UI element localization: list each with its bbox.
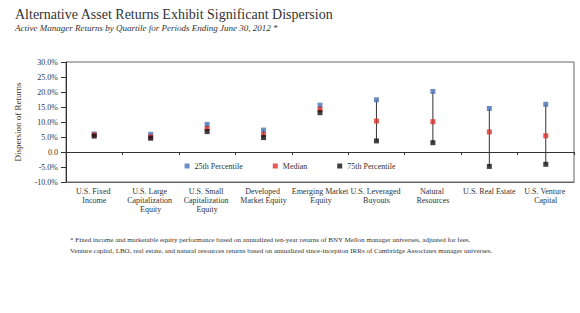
svg-text:0.0: 0.0 [48,148,58,157]
svg-text:Venture capital, LBO, real est: Venture capital, LBO, real estate, and n… [70,247,492,255]
svg-text:U.S. Leveraged: U.S. Leveraged [350,187,402,196]
svg-text:20.0%: 20.0% [37,88,58,97]
svg-text:U.S. Venture: U.S. Venture [524,187,567,196]
svg-text:Dispersion of Returns: Dispersion of Returns [13,82,23,161]
svg-text:Median: Median [283,162,307,171]
svg-text:10.0%: 10.0% [37,118,58,127]
svg-text:15.0%: 15.0% [37,103,58,112]
svg-text:Natural: Natural [420,187,446,196]
svg-text:Resources: Resources [416,196,449,205]
svg-text:Equity: Equity [308,196,331,205]
svg-text:Developed: Developed [245,187,282,196]
svg-text:U.S. Small: U.S. Small [189,187,226,196]
svg-text:75th Percentile: 75th Percentile [347,162,396,171]
svg-text:U.S. Real Estate: U.S. Real Estate [463,187,516,196]
svg-text:-5.0%: -5.0% [39,163,59,172]
svg-text:Equity: Equity [196,205,217,214]
svg-text:25th Percentile: 25th Percentile [195,162,244,171]
svg-text:Emerging Market: Emerging Market [292,187,349,196]
svg-text:5.0%: 5.0% [41,133,58,142]
svg-text:Alternative Asset Returns Exhi: Alternative Asset Returns Exhibit Signif… [15,7,333,22]
svg-text:U.S. Fixed: U.S. Fixed [76,187,112,196]
svg-text:Buyouts: Buyouts [363,196,390,205]
svg-text:Income: Income [82,196,106,205]
svg-text:30.0%: 30.0% [37,58,58,67]
svg-text:25.0%: 25.0% [37,73,58,82]
svg-text:Active Manager Returns by Quar: Active Manager Returns by Quartile for P… [14,23,278,33]
svg-text:Market Equity: Market Equity [240,196,286,205]
svg-text:Capitalization: Capitalization [184,196,231,205]
svg-text:Capitalization: Capitalization [127,196,174,205]
svg-text:Equity: Equity [140,205,161,214]
svg-text:U.S. Large: U.S. Large [132,187,169,196]
svg-text:-10.0%: -10.0% [35,178,59,187]
svg-text:* Fixed income and marketable: * Fixed income and marketable equity per… [70,236,471,244]
svg-text:Capital: Capital [534,196,558,205]
